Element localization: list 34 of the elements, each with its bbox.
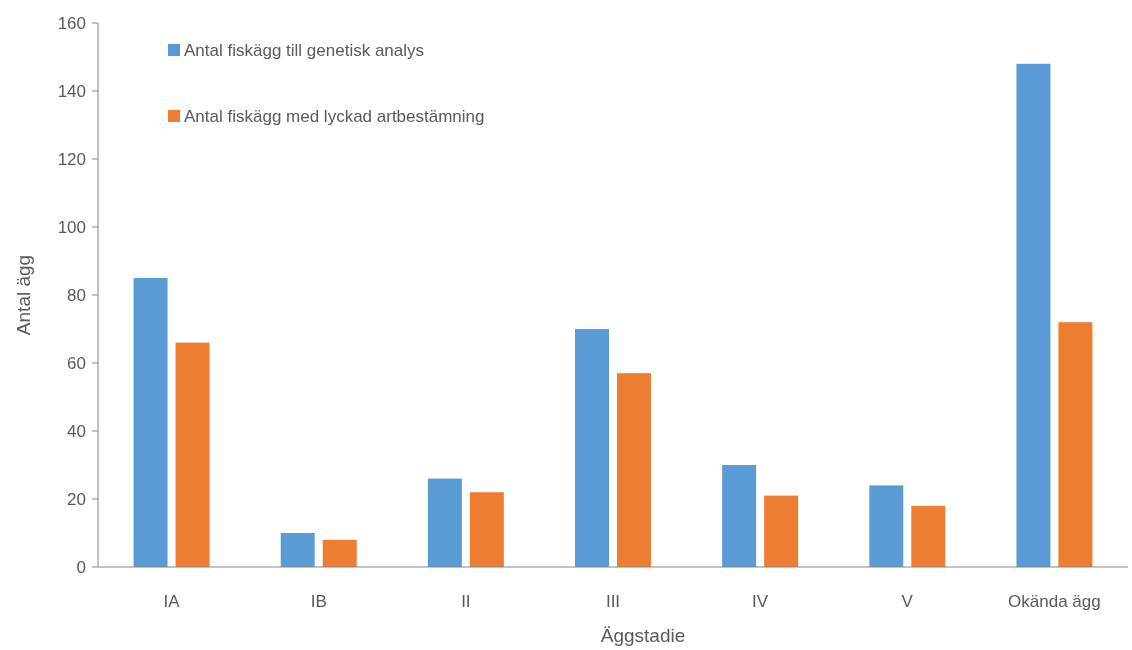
bar	[175, 342, 210, 567]
bar	[322, 539, 357, 567]
y-tick-label: 140	[57, 81, 86, 101]
bar	[280, 533, 315, 567]
x-tick-label: IV	[752, 592, 769, 611]
y-tick-label: 20	[67, 489, 86, 509]
y-tick-label: 0	[76, 557, 86, 577]
bar	[1058, 322, 1093, 567]
bar	[617, 373, 651, 567]
bar	[911, 505, 946, 567]
bar	[469, 492, 504, 567]
x-tick-label: V	[901, 592, 914, 611]
y-tick-label: 80	[67, 285, 86, 305]
bar	[1016, 63, 1051, 567]
legend-label: Antal fiskägg med lyckad artbestämning	[184, 106, 485, 126]
bar	[764, 495, 799, 567]
y-tick-label: 120	[57, 149, 86, 169]
x-tick-label: IB	[310, 592, 327, 611]
legend-label: Antal fiskägg till genetisk analys	[184, 40, 425, 60]
bar	[722, 465, 757, 567]
bar	[575, 329, 609, 567]
y-tick-label: 40	[67, 421, 86, 441]
x-axis-title: Äggstadie	[600, 625, 686, 646]
x-tick-label: IA	[163, 592, 181, 611]
y-axis-title: Antal ägg	[13, 254, 34, 336]
bar	[869, 485, 904, 567]
bar	[427, 478, 462, 567]
y-tick-label: 100	[57, 217, 86, 237]
x-tick-label: III	[605, 592, 621, 611]
bar	[133, 278, 168, 567]
y-tick-label: 60	[67, 353, 86, 373]
x-tick-label: II	[461, 592, 471, 611]
x-tick-label: Okända ägg	[1008, 592, 1101, 611]
y-tick-label: 160	[57, 13, 86, 33]
